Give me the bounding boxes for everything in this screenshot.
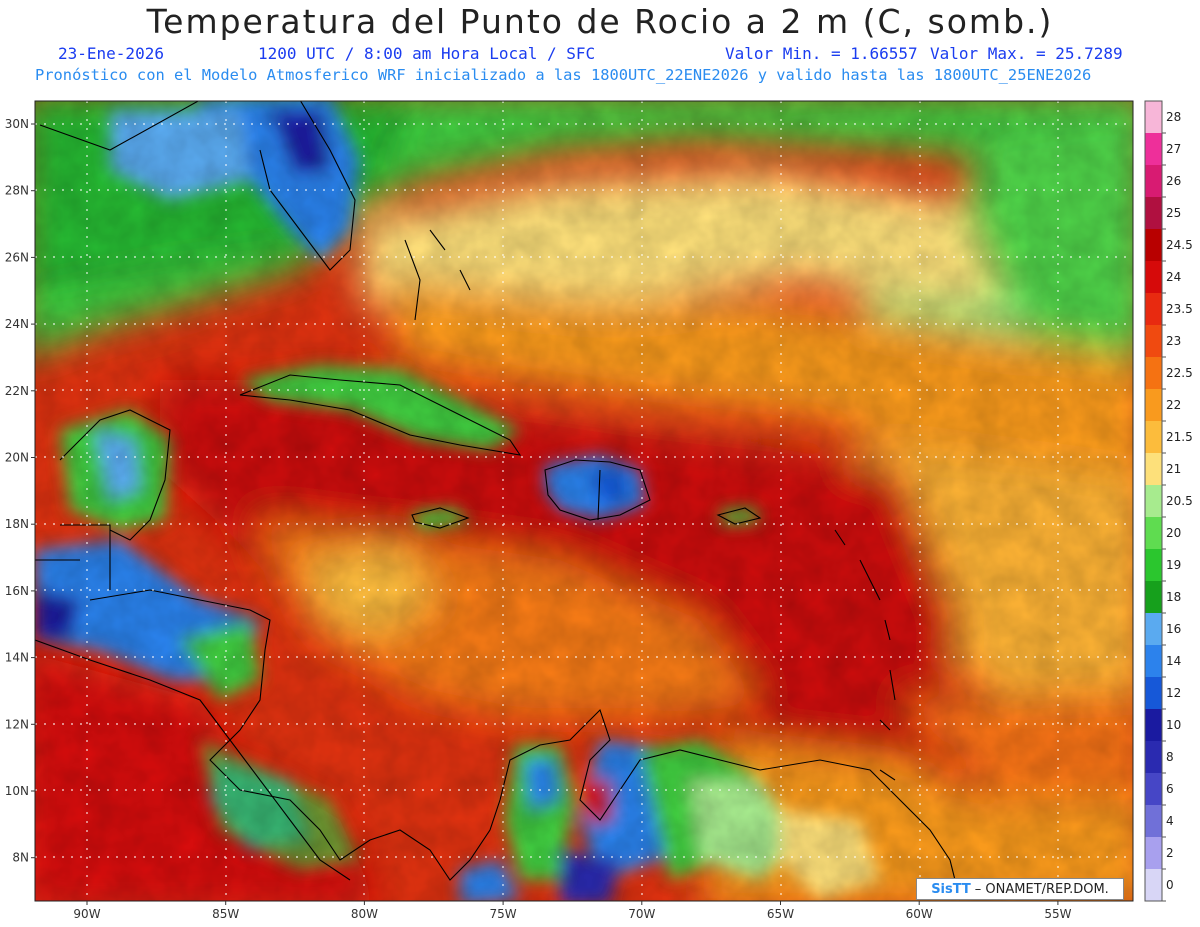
colorbar-swatch <box>1145 869 1162 902</box>
colorbar-swatch <box>1145 197 1162 230</box>
colorbar-label: 22 <box>1166 398 1181 412</box>
colorbar-swatch <box>1145 165 1162 198</box>
lat-label: 30N <box>5 117 29 131</box>
colorbar-label: 23.5 <box>1166 302 1193 316</box>
colorbar-swatch <box>1145 773 1162 806</box>
colorbar-swatch <box>1145 581 1162 614</box>
map-title: Temperatura del Punto de Rocio a 2 m (C,… <box>146 2 1054 41</box>
graticule <box>35 101 1133 901</box>
colorbar-label: 24 <box>1166 270 1181 284</box>
time-label: 1200 UTC / 8:00 am Hora Local / SFC <box>258 44 596 63</box>
lat-label: 18N <box>5 517 29 531</box>
credit-text: – ONAMET/REP.DOM. <box>974 881 1109 897</box>
colorbar-label: 20 <box>1166 526 1181 540</box>
lat-label: 14N <box>5 651 29 665</box>
colorbar-swatch <box>1145 741 1162 774</box>
colorbar-label: 21.5 <box>1166 430 1193 444</box>
colorbar-swatch <box>1145 613 1162 646</box>
lon-label: 65W <box>767 907 794 921</box>
colorbar-label: 24.5 <box>1166 238 1193 252</box>
colorbar-swatch <box>1145 549 1162 582</box>
colorbar-label: 21 <box>1166 462 1181 476</box>
lon-label: 90W <box>73 907 100 921</box>
colorbar-label: 10 <box>1166 718 1181 732</box>
lat-label: 24N <box>5 317 29 331</box>
colorbar-swatch <box>1145 517 1162 550</box>
lon-label: 85W <box>212 907 239 921</box>
colorbar-label: 25 <box>1166 206 1181 220</box>
lon-label: 75W <box>490 907 517 921</box>
colorbar-swatch <box>1145 709 1162 742</box>
colorbar-label: 4 <box>1166 814 1174 828</box>
colorbar-swatch <box>1145 645 1162 678</box>
colorbar-swatch <box>1145 101 1162 134</box>
colorbar-swatch <box>1145 453 1162 486</box>
colorbar-frame <box>1144 100 1163 902</box>
lat-label: 16N <box>5 584 29 598</box>
credit-box: SisTT – ONAMET/REP.DOM. <box>916 878 1124 900</box>
lat-label: 12N <box>5 717 29 731</box>
lat-label: 28N <box>5 184 29 198</box>
colorbar-swatch <box>1145 677 1162 710</box>
min-value: Valor Min. = 1.66557 <box>725 44 918 63</box>
colorbar-swatch <box>1145 485 1162 518</box>
colorbar-swatch <box>1145 357 1162 390</box>
lon-label: 60W <box>906 907 933 921</box>
date-label: 23-Ene-2026 <box>58 44 164 63</box>
colorbar-swatch <box>1145 837 1162 870</box>
plot-area <box>35 101 1133 901</box>
colorbar-label: 16 <box>1166 622 1181 636</box>
sistt-logo: SisTT <box>931 881 971 897</box>
lon-label: 70W <box>628 907 655 921</box>
colorbar-swatch <box>1145 805 1162 838</box>
colorbar-label: 0 <box>1166 878 1174 892</box>
colorbar-label: 22.5 <box>1166 366 1193 380</box>
colorbar-label: 18 <box>1166 590 1181 604</box>
colorbar-label: 26 <box>1166 174 1181 188</box>
latitude-axis: 30N 28N 26N 24N 22N 20N 18N 16N 14N 12N 10N 8N <box>5 117 35 865</box>
lat-label: 22N <box>5 384 29 398</box>
lat-label: 26N <box>5 250 29 264</box>
lat-label: 10N <box>5 784 29 798</box>
coastlines <box>35 101 961 901</box>
colorbar-label: 20.5 <box>1166 494 1193 508</box>
colorbar-label: 14 <box>1166 654 1181 668</box>
max-value: Valor Max. = 25.7289 <box>930 44 1123 63</box>
lat-label: 8N <box>12 851 29 865</box>
colorbar-label: 6 <box>1166 782 1174 796</box>
colorbar-swatch <box>1145 229 1162 262</box>
lon-label: 80W <box>351 907 378 921</box>
colorbar: 2827262524.52423.52322.52221.52120.52019… <box>1144 100 1193 902</box>
colorbar-swatch <box>1145 421 1162 454</box>
colorbar-label: 8 <box>1166 750 1174 764</box>
colorbar-swatch <box>1145 261 1162 294</box>
model-info: Pronóstico con el Modelo Atmosferico WRF… <box>35 66 1092 84</box>
longitude-axis: 90W 85W 80W 75W 70W 65W 60W 55W <box>73 901 1072 921</box>
lat-label: 20N <box>5 451 29 465</box>
colorbar-swatch <box>1145 325 1162 358</box>
colorbar-label: 28 <box>1166 110 1181 124</box>
colorbar-label: 27 <box>1166 142 1181 156</box>
colorbar-label: 23 <box>1166 334 1181 348</box>
lon-label: 55W <box>1044 907 1071 921</box>
colorbar-label: 2 <box>1166 846 1174 860</box>
colorbar-swatch <box>1145 133 1162 166</box>
colorbar-label: 19 <box>1166 558 1181 572</box>
colorbar-label: 12 <box>1166 686 1181 700</box>
colorbar-swatch <box>1145 293 1162 326</box>
colorbar-swatch <box>1145 389 1162 422</box>
